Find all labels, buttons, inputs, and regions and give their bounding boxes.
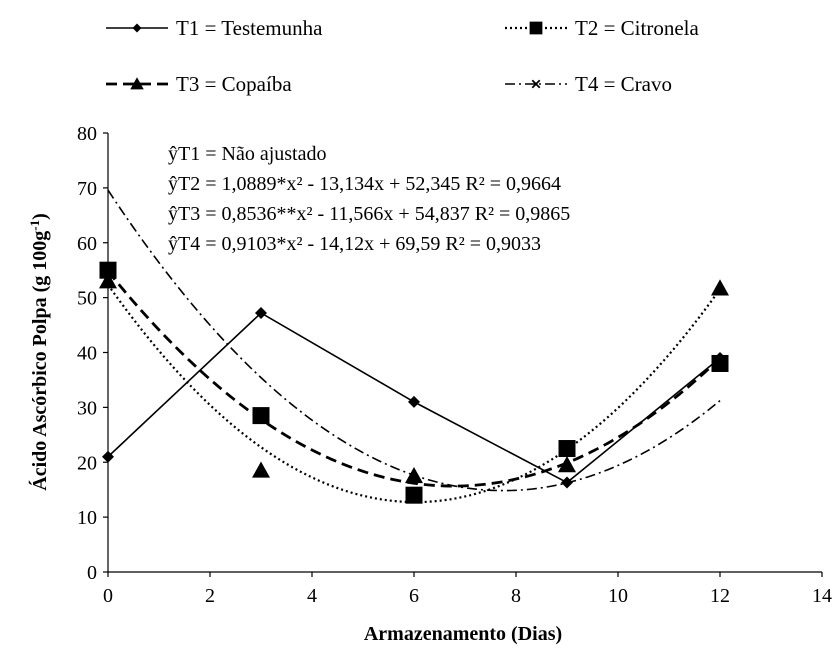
- y-tick-label: 80: [77, 123, 97, 145]
- y-tick-label: 30: [77, 397, 97, 419]
- x-tick-label: 2: [205, 585, 215, 607]
- equation-text: ŷT3 = 0,8536**x² - 11,566x + 54,837 R² =…: [168, 203, 570, 225]
- legend-entry: T2 = Citronela: [505, 16, 699, 40]
- y-axis-title-sup: -1: [27, 220, 42, 231]
- data-point: [99, 261, 117, 279]
- x-tick-label: 0: [103, 585, 113, 607]
- y-tick-label: 50: [77, 288, 97, 310]
- y-axis-title-main: Ácido Ascórbico Polpa (g 100g: [28, 231, 51, 491]
- legend-entry: T1 = Testemunha: [106, 16, 323, 40]
- x-tick-label: 4: [307, 585, 317, 607]
- x-tick-label: 14: [812, 585, 832, 607]
- equation-text: ŷT1 = Não ajustado: [168, 143, 326, 165]
- data-markers: [99, 261, 729, 504]
- data-point: [255, 306, 267, 319]
- y-axis-title-close: ): [29, 213, 51, 220]
- data-point: [252, 461, 270, 478]
- data-point: [711, 279, 729, 296]
- y-tick-label: 60: [77, 233, 97, 255]
- data-point: [252, 407, 270, 425]
- data-point: [405, 466, 423, 484]
- axes: 0 10 20 30 40 50 60 70 80 0 2 4 6 8 10 12 14: [77, 123, 832, 607]
- y-tick-label: 70: [77, 178, 97, 200]
- legend-label: T3 = Copaíba: [176, 72, 292, 96]
- legend-label: T1 = Testemunha: [176, 16, 323, 40]
- data-point: [405, 486, 423, 504]
- y-tick-label: 0: [87, 562, 97, 584]
- legend-marker: [130, 77, 144, 90]
- legend: T1 = Testemunha T2 = Citronela T3 = Copaíb…: [106, 16, 699, 96]
- x-tick-label: 10: [608, 585, 628, 607]
- x-tick-label: 6: [409, 585, 419, 607]
- data-point: [558, 440, 576, 458]
- equation-text: ŷT2 = 1,0889*x² - 13,134x + 52,345 R² = …: [168, 173, 561, 195]
- data-point: [561, 476, 573, 489]
- legend-entry: T3 = Copaíba: [106, 72, 292, 96]
- x-marker-stroke: [531, 79, 541, 89]
- legend-label: T4 = Cravo: [575, 72, 672, 96]
- x-axis-title: Armazenamento (Dias): [364, 623, 562, 645]
- legend-entry: T4 = Cravo: [505, 72, 672, 96]
- legend-marker: [529, 21, 543, 35]
- y-axis-title: Ácido Ascórbico Polpa (g 100g-1): [27, 213, 51, 491]
- legend-label: T2 = Citronela: [575, 16, 699, 40]
- legend-marker: [531, 79, 541, 89]
- x-tick-label: 8: [511, 585, 521, 607]
- data-point: [408, 395, 420, 408]
- equation-text: ŷT4 = 0,9103*x² - 14,12x + 69,59 R² = 0,…: [168, 233, 541, 255]
- trend-line: [106, 270, 721, 488]
- data-point: [99, 272, 117, 289]
- data-point: [558, 455, 576, 473]
- y-tick-label: 20: [77, 452, 97, 474]
- data-point: [102, 450, 114, 463]
- y-tick-label: 40: [77, 343, 97, 365]
- y-tick-label: 10: [77, 507, 97, 529]
- data-point: [711, 354, 729, 372]
- legend-marker: [132, 23, 142, 33]
- equations: ŷT1 = Não ajustado ŷT2 = 1,0889*x² - 13,1…: [168, 143, 570, 255]
- x-tick-label: 12: [710, 585, 730, 607]
